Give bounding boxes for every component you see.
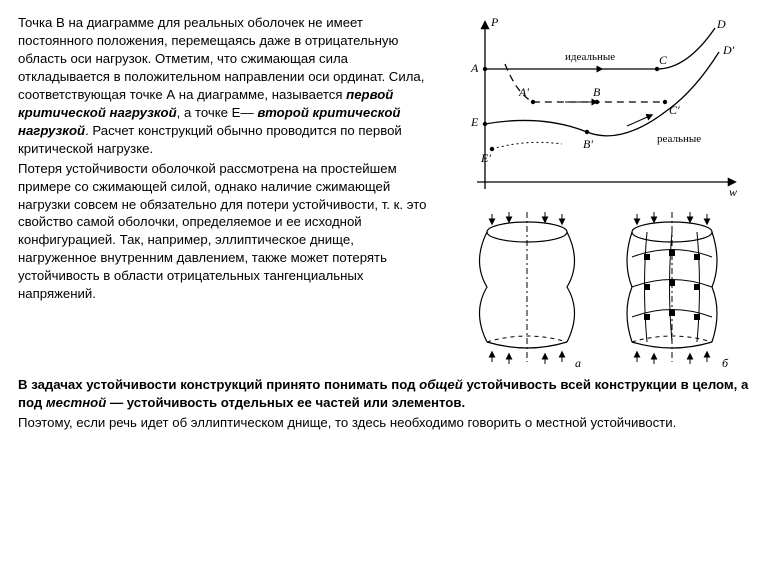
label-real: реальные — [657, 133, 701, 145]
body-text-bottom: В задачах устойчивости конструкций приня… — [18, 376, 750, 432]
figures-column: P w A A′ B B′ C C′ D — [443, 14, 750, 374]
axis-p-label: P — [490, 15, 499, 29]
paragraph-2: Потеря устойчивости оболочкой рассмотрен… — [18, 160, 433, 304]
pt-D1: D′ — [722, 43, 735, 57]
pt-D: D — [716, 17, 726, 31]
label-ideal: идеальные — [565, 51, 615, 63]
pt-C1: C′ — [669, 103, 680, 117]
pt-A1: A′ — [518, 85, 529, 99]
paragraph-4: Поэтому, если речь идет об эллиптическом… — [18, 414, 750, 432]
p3-e: — устойчивость отдельных ее частей или э… — [106, 395, 465, 410]
p3-b: общей — [419, 377, 463, 392]
shell-b-label: б — [722, 356, 729, 370]
pt-E1: E′ — [480, 151, 491, 165]
shells-figure: а — [447, 204, 747, 374]
paragraph-1: Точка В на диаграмме для реальных оболоч… — [18, 14, 433, 158]
pt-E: E — [470, 115, 479, 129]
pt-A: A — [470, 61, 479, 75]
load-diagram: P w A A′ B B′ C C′ D — [447, 14, 747, 204]
p3-a: В задачах устойчивости конструкций приня… — [18, 377, 419, 392]
pt-C: C — [659, 53, 668, 67]
shell-a-label: а — [575, 356, 581, 370]
p3-d: местной — [46, 395, 106, 410]
pt-B: B — [593, 85, 601, 99]
p1-c: , а точке Е— — [177, 105, 258, 120]
paragraph-3: В задачах устойчивости конструкций приня… — [18, 376, 750, 412]
pt-B1: B′ — [583, 137, 593, 151]
axis-w-label: w — [729, 185, 737, 199]
body-text-left: Точка В на диаграмме для реальных оболоч… — [18, 14, 433, 374]
